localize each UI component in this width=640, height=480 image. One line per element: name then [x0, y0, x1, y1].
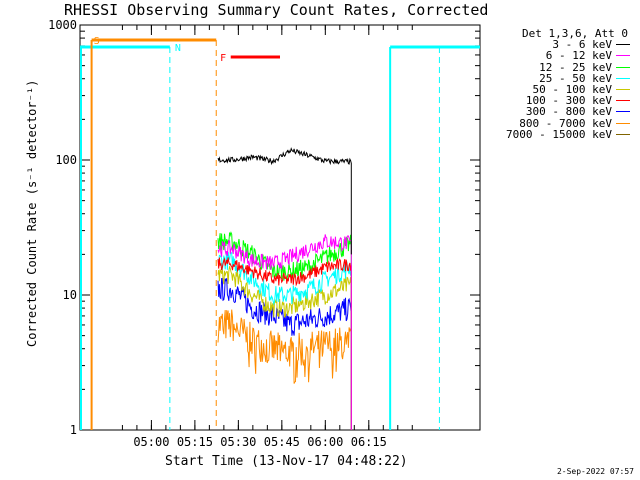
legend-label: 300 - 800 keV: [525, 105, 612, 119]
legend-label: 6 - 12 keV: [545, 49, 612, 63]
legend-swatch: [616, 111, 630, 113]
plot-frame: [79, 24, 481, 431]
y-tick-label: 1000: [48, 18, 77, 32]
legend-swatch: [616, 66, 630, 68]
legend-item: 800 - 7000 keV: [484, 116, 630, 130]
legend-item: 12 - 25 keV: [484, 60, 630, 74]
x-tick-label: 05:00: [133, 435, 169, 449]
legend-swatch: [616, 88, 630, 90]
footer-date: 2-Sep-2022 07:57: [556, 467, 634, 476]
series-line: [217, 277, 352, 430]
series-line: [217, 266, 352, 430]
legend-item: 300 - 800 keV: [484, 105, 630, 119]
y-tick-label: 100: [55, 153, 77, 167]
legend-swatch: [616, 77, 630, 79]
legend-label: 25 - 50 keV: [539, 71, 612, 85]
legend-item: 7000 - 15000 keV: [484, 127, 630, 141]
legend-swatch: [616, 100, 630, 102]
x-axis-label: Start Time (13-Nov-17 04:48:22): [165, 454, 408, 469]
x-tick-label: 05:15: [177, 435, 213, 449]
series-line: [217, 257, 352, 430]
legend-label: 12 - 25 keV: [539, 60, 612, 74]
night-flag-label: N: [175, 43, 181, 54]
legend-header: Det 1,3,6, Att 0: [522, 27, 628, 40]
x-tick-label: 06:15: [351, 435, 387, 449]
legend-item: 6 - 12 keV: [484, 49, 630, 63]
y-tick-label: 1: [70, 423, 77, 437]
flare-flag-label: F: [220, 53, 226, 64]
legend-swatch: [616, 122, 630, 124]
legend-label: 800 - 7000 keV: [519, 116, 612, 130]
legend-item: 50 - 100 keV: [484, 84, 630, 95]
y-axis-label: Corrected Count Rate (s⁻¹ detector⁻¹): [25, 79, 39, 347]
legend: Det 1,3,6, Att 0 3 - 6 keV 6 - 12 keV 12 -…: [484, 28, 630, 140]
series-line: [217, 309, 352, 430]
series-line: [217, 234, 352, 430]
legend-swatch: [616, 55, 630, 57]
legend-label: 50 - 100 keV: [532, 82, 612, 96]
legend-label: 7000 - 15000 keV: [506, 127, 612, 141]
y-tick-label: 10: [63, 288, 77, 302]
legend-label: 3 - 6 keV: [552, 38, 612, 52]
legend-item: 25 - 50 keV: [484, 73, 630, 84]
legend-item: 3 - 6 keV: [484, 39, 630, 50]
legend-swatch: [616, 133, 630, 135]
x-tick-label: 05:30: [220, 435, 256, 449]
x-tick-label: 05:45: [264, 435, 300, 449]
series-line: [217, 147, 352, 255]
legend-label: 100 - 300 keV: [525, 94, 612, 108]
saa-flag-label: S: [94, 36, 100, 47]
chart-title: RHESSI Observing Summary Count Rates, Co…: [64, 1, 489, 19]
legend-swatch: [616, 44, 630, 46]
series-line: [217, 251, 352, 430]
x-tick-label: 06:00: [307, 435, 343, 449]
legend-item: 100 - 300 keV: [484, 95, 630, 106]
